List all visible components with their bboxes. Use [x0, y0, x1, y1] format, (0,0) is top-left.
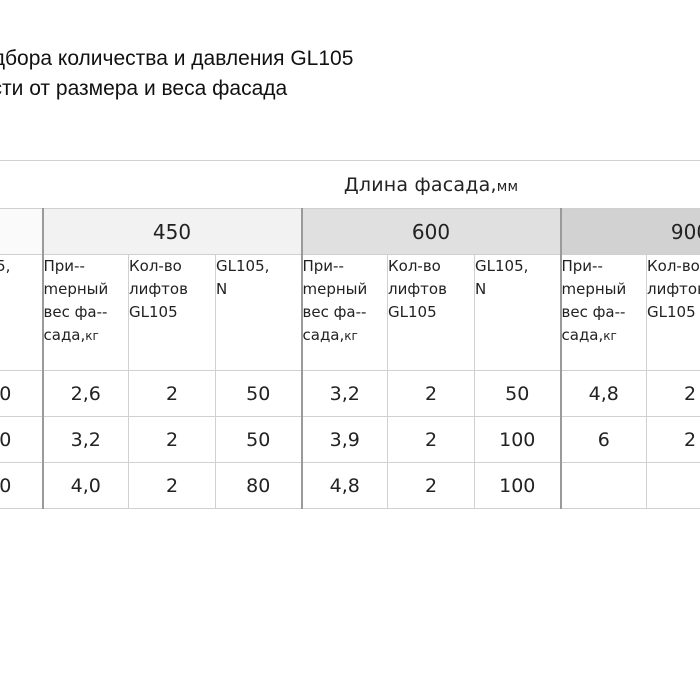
column-header-force: GL105, N — [215, 254, 302, 371]
page-title: Таблица подбора количества и давления GL… — [0, 44, 482, 104]
column-header-lifts-line-1: Кол-во — [647, 257, 700, 275]
column-header-weight-text: При-­mерный вес фа-­сада, — [561, 257, 627, 344]
cell-lifts: 2 — [128, 416, 216, 463]
cell-lifts: 2 — [128, 370, 216, 417]
page-title-line-1: Таблица подбора количества и давления GL… — [0, 47, 354, 70]
column-header-force-line-2: N — [216, 280, 228, 298]
cell-lifts — [646, 462, 700, 509]
cell-force: 50 — [215, 370, 302, 417]
table-caption: Длина фасада,мм — [0, 160, 700, 209]
cell-weight: 3,2 — [41, 416, 129, 463]
facade-size-header: 450 — [41, 208, 302, 255]
table-caption-unit: мм — [496, 178, 519, 195]
column-header-row: При-­mерный вес фа-­сада,кгКол-волифтовG… — [0, 254, 700, 371]
cell-weight: 4,8 — [559, 370, 647, 417]
cell-force: 50 — [215, 416, 302, 463]
cell-force: 100 — [474, 416, 561, 463]
column-header-lifts-line-3: GL105 — [129, 303, 178, 321]
column-header-lifts: Кол-во лифтов GL105 — [646, 254, 700, 371]
column-header-weight-unit: кг — [85, 329, 99, 343]
column-header-lifts: Кол-во лифтов GL105 — [128, 254, 216, 371]
cell-lifts: 2 — [387, 416, 475, 463]
column-header-weight-unit: кг — [603, 329, 617, 343]
facade-size-row: 3004506009001200 — [0, 208, 700, 255]
facade-size-header: 300 — [0, 208, 43, 255]
page-title-line-2: в зависимости от размера и веса фасада — [0, 77, 288, 100]
column-header-force: GL105, N — [0, 254, 43, 371]
column-header-force: GL105, N — [474, 254, 561, 371]
column-header-force-line-1: GL105, — [0, 257, 11, 275]
column-header-weight: При-­mерный вес фа-­сада,кг — [300, 254, 388, 371]
facade-size-header: 900 — [559, 208, 700, 255]
cell-lifts: 2 — [387, 370, 475, 417]
column-header-lifts-line-1: Кол-во — [129, 257, 182, 275]
cell-weight: 2,6 — [41, 370, 129, 417]
spec-table-viewport: Длина фасада,мм3004506009001200При-­mерн… — [0, 160, 700, 509]
column-header-lifts: Кол-во лифтов GL105 — [387, 254, 475, 371]
column-header-lifts-line-2: лифтов — [129, 280, 188, 298]
column-header-lifts-line-1: Кол-во — [388, 257, 441, 275]
cell-force: 50 — [0, 370, 43, 417]
column-header-force-line-2: N — [475, 280, 487, 298]
cell-weight: 4,8 — [300, 462, 388, 509]
column-header-force-line-2: N — [0, 278, 42, 301]
column-header-force-line-1: GL105, — [216, 257, 270, 275]
facade-size-header: 600 — [300, 208, 561, 255]
facade-spec-table: Длина фасада,мм3004506009001200При-­mерн… — [0, 160, 700, 509]
column-header-weight-text: При-­mерный вес фа-­сада, — [43, 257, 109, 344]
table-caption-row: Длина фасада,мм — [0, 160, 700, 209]
cell-weight: 6 — [559, 416, 647, 463]
cell-force: 50 — [0, 416, 43, 463]
column-header-force-line-1: GL105, — [475, 257, 529, 275]
column-header-weight: При-­mерный вес фа-­сада,кг — [41, 254, 129, 371]
cell-weight — [559, 462, 647, 509]
column-header-lifts-line-3: GL105 — [647, 303, 696, 321]
cell-force: 80 — [0, 462, 43, 509]
cell-lifts: 2 — [387, 462, 475, 509]
column-header-weight-text: При-­mерный вес фа-­сада, — [302, 257, 368, 344]
cell-weight: 3,9 — [300, 416, 388, 463]
column-header-lifts-line-2: лифтов — [647, 280, 700, 298]
cell-lifts: 2 — [646, 416, 700, 463]
cell-weight: 3,2 — [300, 370, 388, 417]
cell-lifts: 2 — [128, 462, 216, 509]
column-header-lifts-line-3: GL105 — [388, 303, 437, 321]
cell-force: 50 — [474, 370, 561, 417]
column-header-lifts-line-2: лифтов — [388, 280, 447, 298]
cell-force: 100 — [474, 462, 561, 509]
cell-force: 80 — [215, 462, 302, 509]
column-header-weight-unit: кг — [344, 329, 358, 343]
column-header-weight: При-­mерный вес фа-­сада,кг — [559, 254, 647, 371]
cell-weight: 4,0 — [41, 462, 129, 509]
table-caption-text: Длина фасада, — [343, 173, 497, 196]
cell-lifts: 2 — [646, 370, 700, 417]
